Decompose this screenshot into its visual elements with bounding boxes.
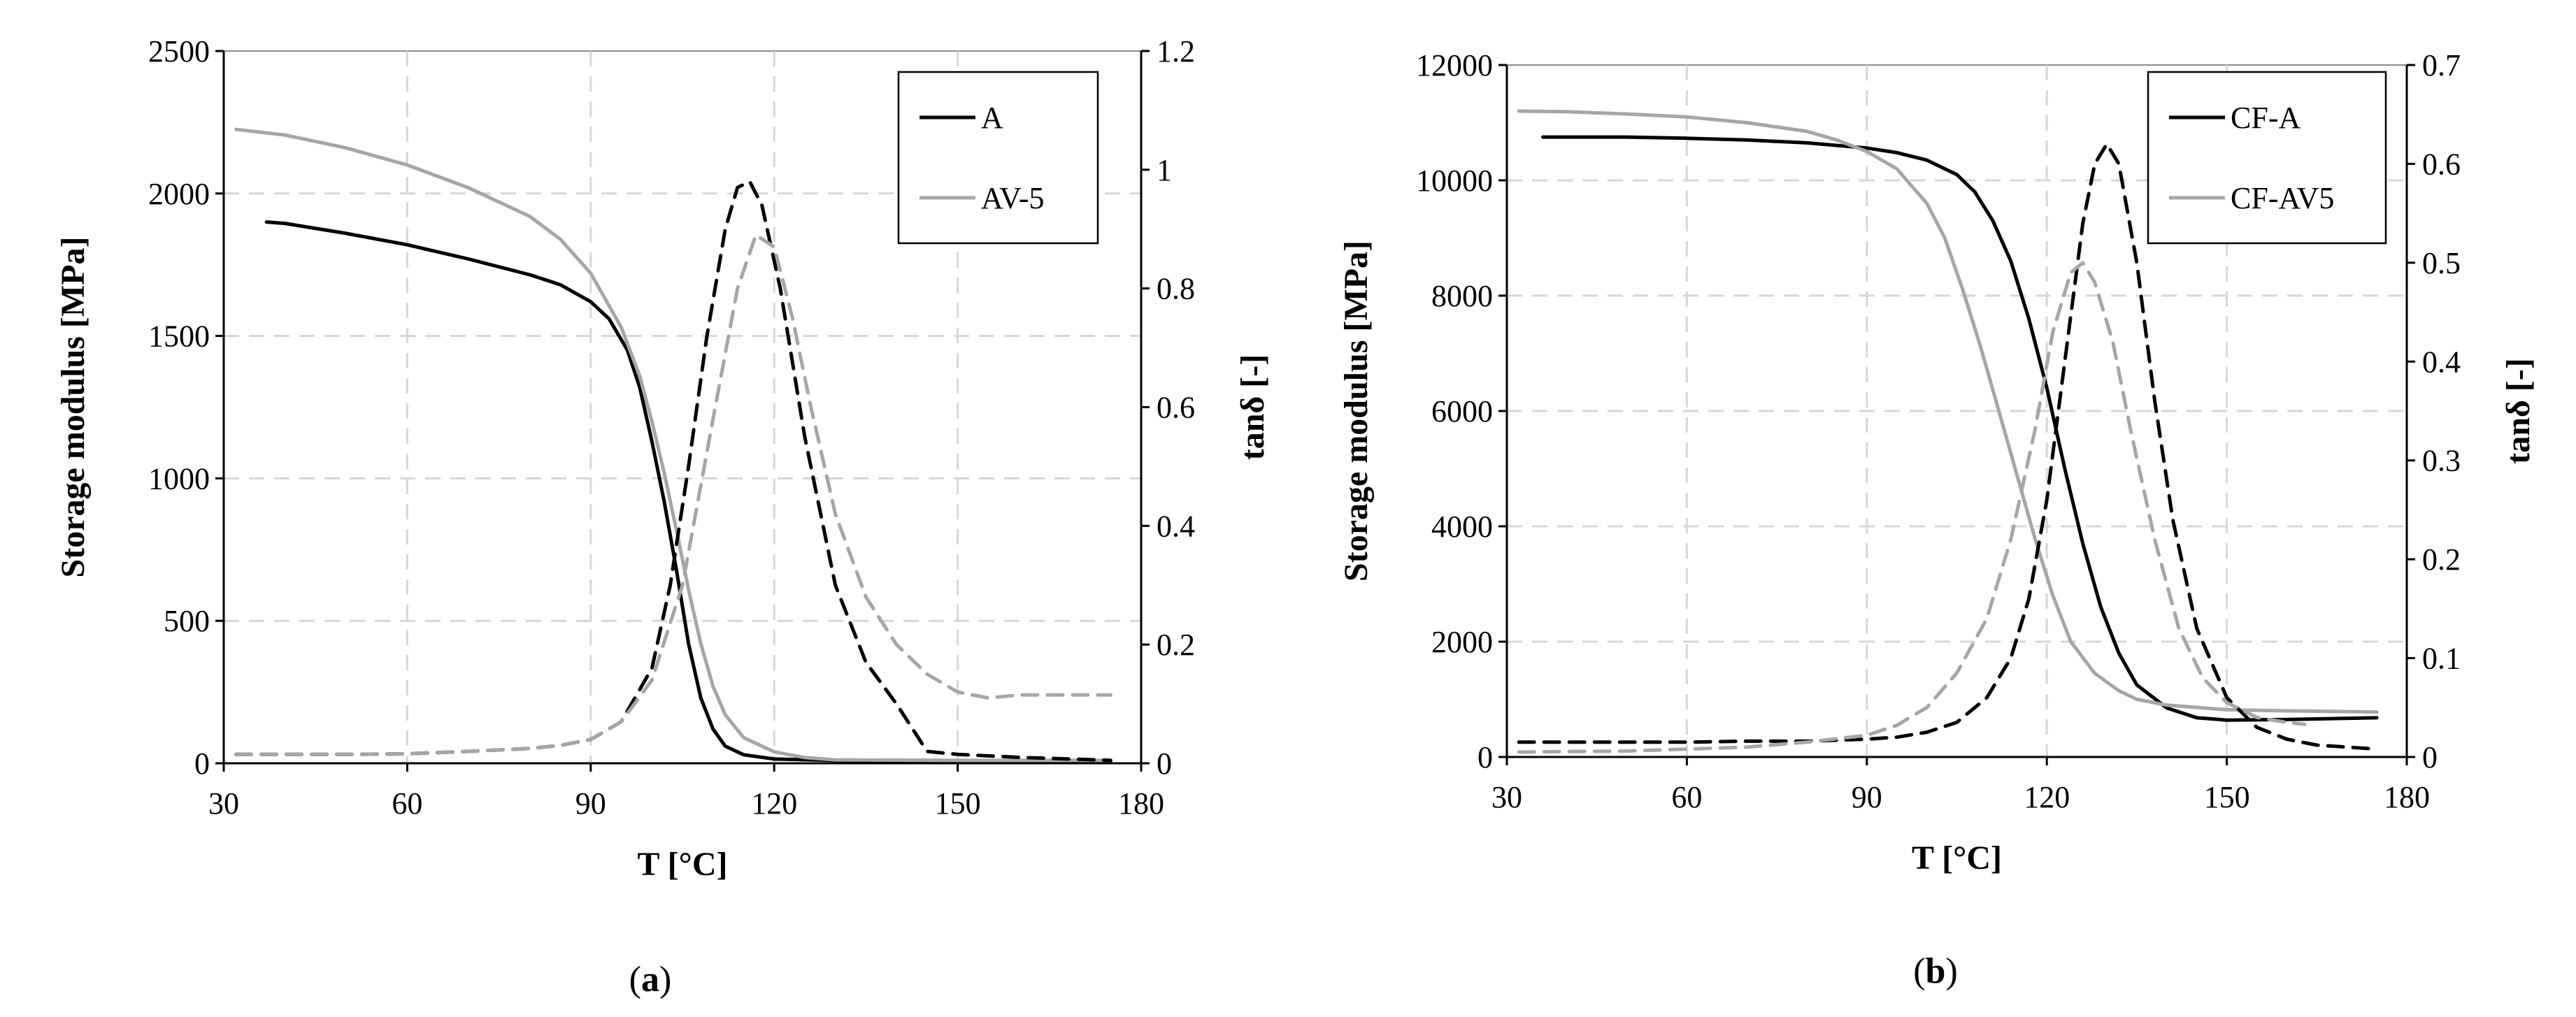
legend-label: CF-AV5 (2231, 181, 2334, 215)
y2-tick-label: 0.3 (2422, 444, 2461, 478)
y-tick-label: 0 (194, 746, 210, 781)
legend-label: CF-A (2231, 101, 2300, 135)
x-tick-label: 180 (1118, 786, 1164, 821)
x-tick-label: 120 (2024, 780, 2070, 814)
y2-tick-label: 1 (1157, 153, 1172, 187)
y2-tick-label: 0.2 (1157, 628, 1195, 662)
y2-tick-label: 0 (1157, 746, 1172, 781)
series-line-av-5-tan-delta (234, 233, 1112, 756)
y-tick-label: 500 (164, 604, 210, 638)
y2-tick-label: 0.5 (2422, 246, 2461, 280)
x-tick-label: 30 (1491, 780, 1522, 814)
legend-label: A (981, 101, 1003, 135)
legend: A AV-5 (897, 71, 1099, 245)
y-tick-label: 10000 (1416, 164, 1493, 198)
series-line-av-5-storage-modulus (234, 127, 1112, 763)
y2-tick-label: 0.6 (2422, 147, 2461, 181)
y-tick-label: 1000 (148, 461, 210, 496)
y2-tick-label: 0.2 (2422, 542, 2461, 577)
x-tick-label: 60 (392, 786, 422, 821)
y2-tick-label: 0.4 (2422, 345, 2461, 379)
y-tick-label: 12000 (1416, 48, 1493, 82)
panel-caption: (a) (629, 960, 672, 1000)
y2-axis-title: tanδ [-] (2500, 358, 2537, 464)
legend: CF-A CF-AV5 (2147, 71, 2387, 245)
legend-label: AV-5 (981, 181, 1045, 215)
x-tick-label: 150 (935, 786, 981, 821)
y-tick-label: 2500 (148, 34, 210, 68)
y2-tick-label: 0.1 (2422, 642, 2461, 676)
x-tick-label: 60 (1671, 780, 1702, 814)
y2-tick-label: 0.4 (1157, 509, 1195, 543)
y2-tick-label: 0.7 (2422, 48, 2461, 82)
x-tick-label: 90 (1852, 780, 1882, 814)
legend-box (2147, 71, 2387, 245)
series-line-a-storage-modulus (264, 220, 1112, 763)
series-line-cf-av5-storage-modulus (1517, 109, 2379, 714)
x-axis-title: T [°C] (638, 846, 728, 883)
y2-axis-title: tanδ [-] (1234, 354, 1271, 461)
x-tick-label: 120 (751, 786, 797, 821)
panel-label: a (641, 960, 659, 1000)
y2-tick-label: 1.2 (1157, 34, 1195, 68)
y-tick-label: 8000 (1431, 279, 1493, 313)
panel-label: b (1926, 951, 1946, 991)
series-line-cf-av5-tan-delta (1517, 261, 2307, 754)
y-tick-label: 4000 (1431, 510, 1493, 544)
y-tick-label: 1500 (148, 319, 210, 354)
x-tick-label: 30 (208, 786, 239, 821)
x-axis-title: T [°C] (1912, 839, 2002, 877)
y-tick-label: 2000 (148, 177, 210, 211)
chart-panel-b: 30 60 90 120 150 180 0 2000 4000 6000 8000 10000 120… (1338, 48, 2537, 991)
y-tick-label: 2000 (1431, 625, 1493, 659)
x-tick-label: 180 (2384, 780, 2430, 814)
y2-tick-label: 0.6 (1157, 391, 1195, 425)
chart-panel-a: 30 60 90 120 150 180 0 500 1000 1500 2000 2500 0 0.2 0… (55, 34, 1271, 1000)
series-line-cf-a-storage-modulus (1541, 135, 2379, 722)
panel-caption: (b) (1913, 951, 1958, 991)
x-tick-label: 90 (575, 786, 606, 821)
y2-tick-label: 0.8 (1157, 272, 1195, 306)
y-tick-label: 0 (1477, 740, 1493, 774)
series-line-a-tan-delta (234, 180, 1112, 763)
legend-box (897, 71, 1099, 245)
y-axis-title: Storage modulus [MPa] (1338, 240, 1375, 582)
x-tick-label: 150 (2204, 780, 2250, 814)
y2-tick-label: 0 (2422, 740, 2438, 774)
y-axis-title: Storage modulus [MPa] (55, 237, 92, 578)
y-tick-label: 6000 (1431, 394, 1493, 428)
